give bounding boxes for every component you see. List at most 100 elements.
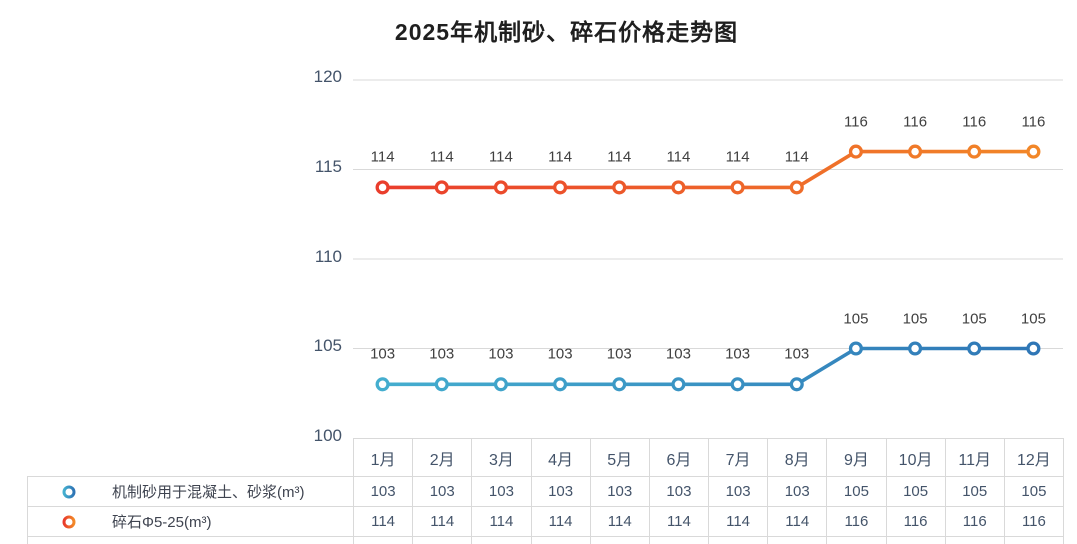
table-value-s1-10月: 116 bbox=[886, 507, 946, 537]
y-axis-tick-105: 105 bbox=[313, 336, 342, 355]
table-cropped-cell-3月 bbox=[472, 537, 532, 544]
data-label-series-1-3月: 114 bbox=[488, 148, 513, 166]
data-label-series-1-6月: 114 bbox=[666, 148, 691, 166]
data-label-series-1-2月: 114 bbox=[429, 148, 454, 166]
month-header-2月: 2月 bbox=[413, 439, 473, 477]
legend-label-crushed-stone: 碎石Φ5-25(m³) bbox=[112, 514, 212, 531]
table-value-s1-11月: 116 bbox=[945, 507, 1005, 537]
data-label-series-0-5月: 103 bbox=[606, 345, 632, 363]
month-header-11月: 11月 bbox=[945, 439, 1005, 477]
table-value-s0-2月: 103 bbox=[413, 477, 473, 507]
series-1-marker-8月 bbox=[789, 180, 804, 195]
data-table: 1月 2月 3月 4月 5月 6月 7月 8月 9月 10月 11月 12月 103 103 103 103 1… bbox=[353, 438, 1064, 544]
data-label-series-0-9月: 105 bbox=[843, 310, 869, 327]
series-1-marker-11月 bbox=[967, 144, 982, 159]
table-cropped-cell-6月 bbox=[649, 537, 709, 544]
series-0-marker-12月 bbox=[1026, 341, 1041, 356]
table-cropped-cell-10月 bbox=[886, 537, 946, 544]
month-header-10月: 10月 bbox=[886, 439, 946, 477]
series-1-marker-4月 bbox=[553, 180, 568, 195]
table-cropped-cell-12月 bbox=[1004, 537, 1064, 544]
data-label-series-0-1月: 103 bbox=[370, 345, 396, 363]
y-axis-tick-110: 110 bbox=[314, 247, 342, 266]
y-axis-tick-120: 120 bbox=[313, 67, 342, 86]
table-value-s0-9月: 105 bbox=[827, 477, 887, 507]
data-label-series-1-12月: 116 bbox=[1021, 113, 1046, 131]
series-0-marker-4月 bbox=[553, 377, 568, 392]
month-header-5月: 5月 bbox=[590, 439, 650, 477]
legend-item-machine-sand: 机制砂用于混凝土、砂浆(m³) bbox=[28, 477, 354, 507]
table-value-s0-1月: 103 bbox=[354, 477, 414, 507]
table-value-s0-5月: 103 bbox=[590, 477, 650, 507]
series-0-marker-5月 bbox=[612, 377, 627, 392]
series-1-marker-1月 bbox=[375, 180, 390, 195]
table-cropped-cell-7月 bbox=[709, 537, 769, 544]
table-value-s1-1月: 114 bbox=[354, 507, 414, 537]
legend-line-marker-blue-icon bbox=[35, 485, 103, 498]
data-label-series-0-7月: 103 bbox=[725, 345, 751, 363]
series-1-marker-6月 bbox=[671, 180, 686, 195]
table-cropped-cell-4月 bbox=[531, 537, 591, 544]
series-1-marker-12月 bbox=[1026, 144, 1041, 159]
legend-cropped-row bbox=[28, 537, 354, 544]
month-header-7月: 7月 bbox=[709, 439, 769, 477]
table-value-s0-6月: 103 bbox=[649, 477, 709, 507]
series-1-marker-10月 bbox=[908, 144, 923, 159]
series-0-marker-2月 bbox=[434, 377, 449, 392]
data-label-series-1-7月: 114 bbox=[725, 148, 750, 166]
data-label-series-0-6月: 103 bbox=[665, 345, 691, 363]
series-1-marker-9月 bbox=[848, 144, 863, 159]
data-label-series-0-12月: 105 bbox=[1020, 310, 1046, 327]
series-0-marker-6月 bbox=[671, 377, 686, 392]
series-1-marker-2月 bbox=[434, 180, 449, 195]
table-value-s1-2月: 114 bbox=[413, 507, 473, 537]
table-value-s0-3月: 103 bbox=[472, 477, 532, 507]
table-cropped-cell-1月 bbox=[354, 537, 414, 544]
data-label-series-0-10月: 105 bbox=[902, 310, 928, 327]
series-0-marker-8月 bbox=[789, 377, 804, 392]
y-axis-tick-100: 100 bbox=[313, 426, 342, 445]
data-label-series-1-4月: 114 bbox=[548, 148, 573, 166]
table-value-s1-3月: 114 bbox=[472, 507, 532, 537]
table-value-s1-7月: 114 bbox=[709, 507, 769, 537]
table-value-s1-9月: 116 bbox=[827, 507, 887, 537]
table-cropped-cell-11月 bbox=[945, 537, 1005, 544]
table-cropped-cell-8月 bbox=[768, 537, 828, 544]
series-line-0 bbox=[382, 346, 1034, 387]
month-header-3月: 3月 bbox=[472, 439, 532, 477]
legend-line-marker-orange-icon bbox=[35, 515, 103, 528]
table-value-s1-5月: 114 bbox=[590, 507, 650, 537]
table-value-s0-4月: 103 bbox=[531, 477, 591, 507]
data-label-series-1-10月: 116 bbox=[903, 113, 928, 131]
table-cropped-cell-2月 bbox=[413, 537, 473, 544]
data-label-series-0-8月: 103 bbox=[784, 345, 810, 363]
data-label-series-1-5月: 114 bbox=[607, 148, 632, 166]
data-label-series-1-8月: 114 bbox=[784, 148, 809, 166]
table-value-s1-12月: 116 bbox=[1004, 507, 1064, 537]
data-label-series-1-11月: 116 bbox=[962, 113, 987, 131]
month-header-9月: 9月 bbox=[827, 439, 887, 477]
table-value-s0-12月: 105 bbox=[1004, 477, 1064, 507]
chart-title: 2025年机制砂、碎石价格走势图 bbox=[394, 19, 739, 45]
month-header-8月: 8月 bbox=[768, 439, 828, 477]
data-label-series-0-3月: 103 bbox=[488, 345, 514, 363]
month-header-4月: 4月 bbox=[531, 439, 591, 477]
data-label-series-0-2月: 103 bbox=[429, 345, 455, 363]
data-label-series-0-4月: 103 bbox=[547, 345, 573, 363]
month-header-12月: 12月 bbox=[1004, 439, 1064, 477]
series-1-marker-5月 bbox=[612, 180, 627, 195]
series-0-marker-11月 bbox=[967, 341, 982, 356]
legend-label-machine-sand: 机制砂用于混凝土、砂浆(m³) bbox=[112, 484, 305, 501]
table-value-s0-10月: 105 bbox=[886, 477, 946, 507]
month-header-6月: 6月 bbox=[649, 439, 709, 477]
table-value-s1-4月: 114 bbox=[531, 507, 591, 537]
table-value-s0-11月: 105 bbox=[945, 477, 1005, 507]
series-1-marker-7月 bbox=[730, 180, 745, 195]
chart-legend: 机制砂用于混凝土、砂浆(m³) 碎石Φ5-25(m³) bbox=[27, 476, 354, 544]
table-cropped-cell-9月 bbox=[827, 537, 887, 544]
series-0-marker-10月 bbox=[908, 341, 923, 356]
month-header-1月: 1月 bbox=[354, 439, 414, 477]
series-0-marker-3月 bbox=[493, 377, 508, 392]
